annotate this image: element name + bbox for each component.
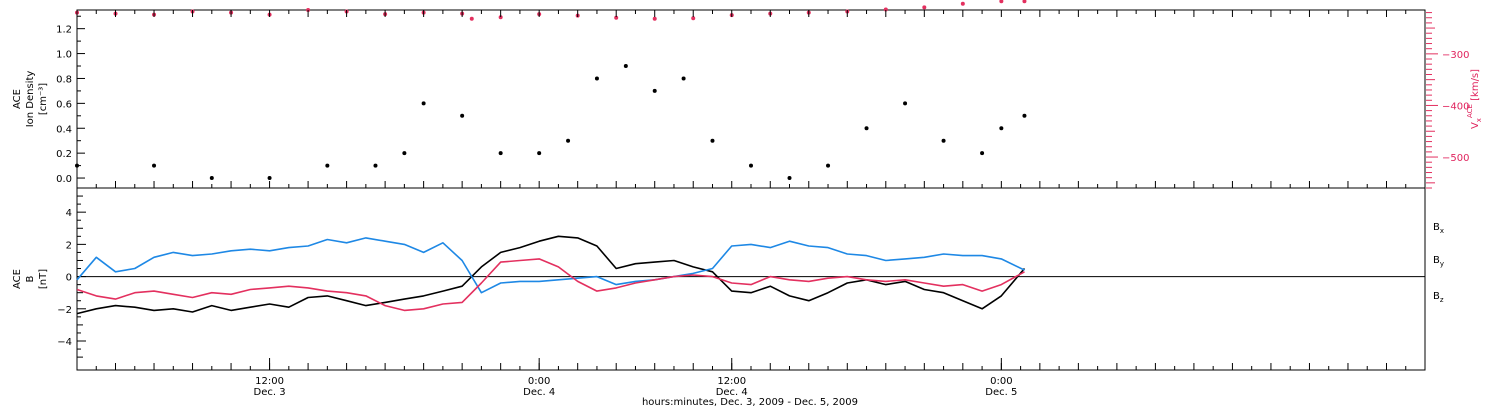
top-panel-frame — [76, 9, 1426, 189]
field-series-bx-line — [76, 235, 1026, 315]
date-tick-label: Dec. 4 — [716, 387, 748, 398]
density-point — [864, 126, 869, 131]
velocity-axis-title-sub: x — [1475, 118, 1483, 122]
density-point — [623, 64, 628, 69]
density-point — [267, 176, 272, 181]
velocity-axis-title: VxACE [km/s] — [1466, 69, 1483, 129]
legend-bz-sub: z — [1440, 296, 1444, 304]
density-tick-label: 0.8 — [56, 74, 72, 85]
field-axis-title-line1: ACE — [12, 269, 23, 289]
date-tick-label: Dec. 4 — [523, 387, 555, 398]
field-tick-label: 0 — [66, 273, 72, 284]
velocity-point — [498, 15, 503, 20]
velocity-point — [960, 1, 965, 6]
density-point — [1022, 113, 1027, 118]
velocity-point — [922, 5, 927, 10]
density-axis-title-line2: Ion Density — [25, 71, 36, 128]
density-point — [421, 101, 426, 106]
velocity-point — [652, 16, 657, 21]
legend-bx-sub: x — [1440, 227, 1444, 235]
density-tick-label: 0.6 — [56, 99, 72, 110]
density-point — [594, 76, 599, 81]
density-tick-label: 0.4 — [56, 124, 72, 135]
density-tick-label: 1.0 — [56, 50, 72, 61]
density-tick-label: 0.0 — [56, 174, 72, 185]
velocity-axis-title-sup: ACE — [1466, 104, 1474, 118]
density-point — [373, 163, 378, 168]
density-point — [980, 151, 985, 156]
velocity-point — [691, 16, 696, 21]
density-axis-ticks: 0.0 0.2 0.4 0.6 0.8 1.0 1.2 — [56, 15, 85, 185]
legend-bz: Bz — [1433, 291, 1444, 304]
legend-bz-letter: B — [1433, 291, 1440, 302]
density-point — [460, 113, 465, 118]
time-tick-label: 0:00 — [528, 376, 550, 387]
density-point — [325, 163, 330, 168]
velocity-point — [469, 16, 474, 21]
density-tick-label: 1.2 — [56, 25, 72, 36]
density-point — [498, 151, 503, 156]
bottom-panel-frame — [76, 187, 1426, 371]
time-tick-label: 12:00 — [255, 376, 284, 387]
density-point — [402, 151, 407, 156]
legend-by-letter: B — [1433, 255, 1440, 266]
density-point — [999, 126, 1004, 131]
density-velocity-panel: 0.0 0.2 0.4 0.6 0.8 1.0 1.2 −300 −400 −500 ACE I… — [12, 0, 1483, 189]
density-point — [152, 163, 157, 168]
density-point — [787, 176, 792, 181]
field-component-lines — [76, 235, 1026, 315]
magnetic-field-panel: 4 2 0 −2 −4 ACE B [nT] Bx By Bz — [12, 187, 1444, 371]
field-tick-label: −4 — [57, 337, 72, 348]
date-tick-label: Dec. 5 — [985, 387, 1017, 398]
legend-by-sub: y — [1440, 260, 1444, 268]
field-tick-label: 4 — [66, 208, 72, 219]
velocity-point — [1022, 0, 1027, 4]
density-velocity-points — [75, 0, 1027, 181]
density-point — [941, 138, 946, 143]
density-point — [826, 163, 831, 168]
density-tick-label: 0.2 — [56, 149, 72, 160]
velocity-tick-label: −500 — [1442, 153, 1469, 164]
velocity-axis-title-symbol: V — [1470, 122, 1481, 129]
velocity-tick-label: −300 — [1442, 50, 1469, 61]
velocity-tick-label: −400 — [1442, 101, 1469, 112]
velocity-point — [614, 15, 619, 20]
field-series-bz-line — [76, 258, 1025, 312]
date-tick-label: Dec. 3 — [254, 387, 286, 398]
density-point — [209, 176, 214, 181]
field-axis-title-line2: B — [25, 275, 36, 282]
velocity-axis-ticks: −300 −400 −500 — [1426, 12, 1469, 189]
time-tick-label: 0:00 — [990, 376, 1012, 387]
density-point — [903, 101, 908, 106]
time-axis-title: hours:minutes, Dec. 3, 2009 - Dec. 5, 20… — [642, 397, 858, 408]
velocity-point — [999, 0, 1004, 4]
density-point — [710, 138, 715, 143]
legend-bx-letter: B — [1433, 222, 1440, 233]
time-tick-label: 12:00 — [717, 376, 746, 387]
velocity-point — [883, 7, 888, 12]
density-axis-title-line3: [cm⁻³] — [38, 83, 49, 115]
field-axis-title-line3: [nT] — [38, 269, 49, 289]
density-point — [681, 76, 686, 81]
field-tick-label: 2 — [66, 240, 72, 251]
density-point — [652, 88, 657, 93]
legend-bx: Bx — [1433, 222, 1444, 235]
density-point — [566, 138, 571, 143]
density-axis-title-line1: ACE — [12, 89, 23, 109]
density-point — [537, 151, 542, 156]
density-point — [75, 163, 79, 168]
velocity-axis-title-unit: [km/s] — [1470, 69, 1481, 104]
field-series-by-line — [76, 237, 1025, 294]
legend-by: By — [1433, 255, 1444, 268]
field-tick-label: −2 — [57, 305, 72, 316]
density-point — [749, 163, 753, 168]
